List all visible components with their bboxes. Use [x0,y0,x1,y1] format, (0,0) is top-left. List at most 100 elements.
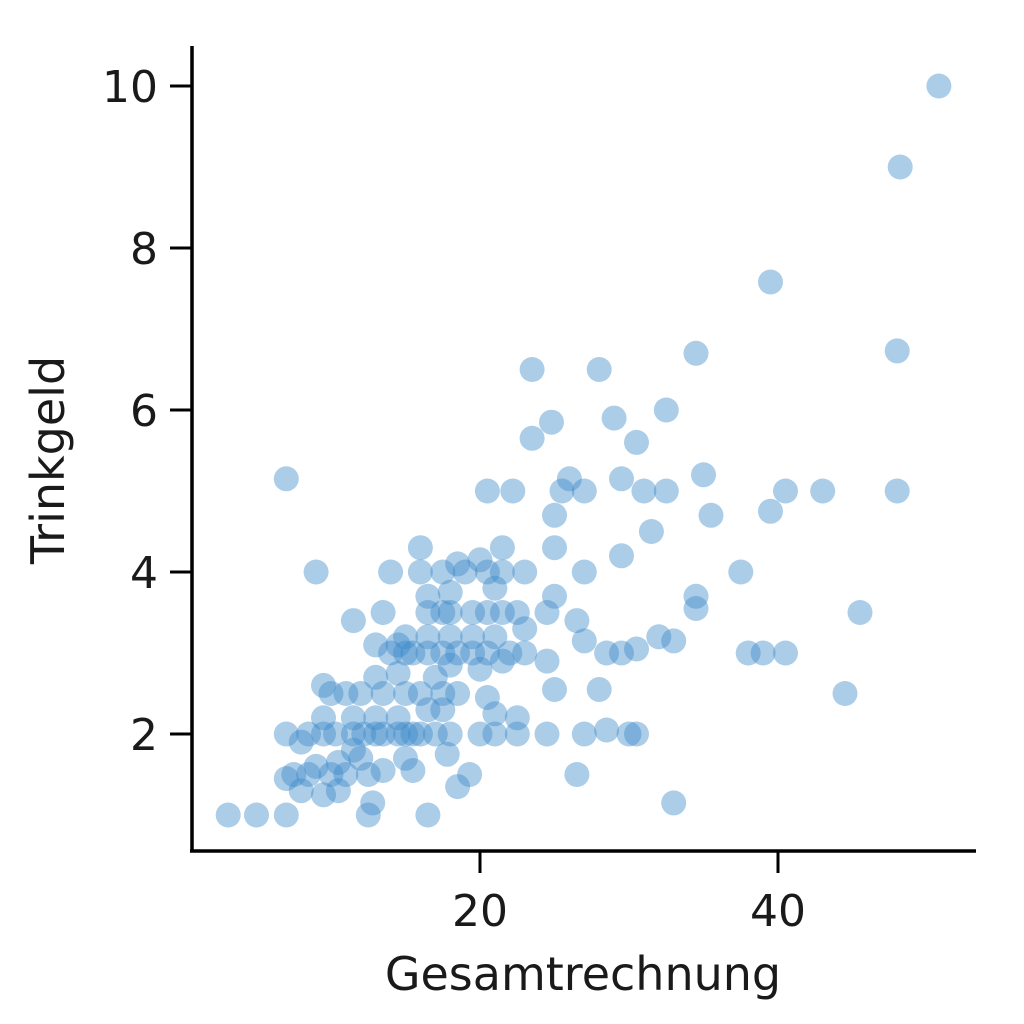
data-point [311,672,336,698]
data-point [683,583,709,609]
data-point [281,762,307,787]
data-point [415,583,441,609]
data-point [539,409,564,435]
y-tick-label-4: 4 [130,548,158,599]
data-point [735,640,761,666]
data-point [616,721,642,747]
data-point [460,624,486,650]
data-point [437,652,463,678]
data-point [415,624,441,650]
data-point [311,705,336,731]
data-point [467,656,493,682]
data-point [407,559,433,585]
data-point [556,466,582,492]
data-point [288,778,314,804]
data-point [571,559,597,585]
data-point [609,640,634,666]
data-point [624,636,649,662]
data-point [393,745,418,771]
data-point [504,600,530,625]
data-point [624,429,649,455]
data-point [564,762,590,787]
data-point [758,498,783,524]
data-point [653,397,679,423]
data-point [534,721,560,747]
data-point [393,721,418,747]
data-point [355,762,381,787]
data-point [303,559,329,585]
data-point [571,478,597,504]
data-point [887,154,913,180]
y-tick-label-6: 6 [130,386,158,437]
data-point [318,681,344,706]
data-point [457,762,483,787]
data-point [370,721,396,747]
data-point [415,697,441,723]
data-point [646,624,672,650]
data-point [482,701,508,727]
data-point [467,547,493,573]
data-point [400,758,426,783]
data-point [273,766,299,791]
data-point [370,681,396,706]
data-point [698,502,724,528]
data-point [325,749,351,775]
data-point [348,745,374,771]
data-point [571,721,597,747]
data-point [609,543,634,569]
data-point [661,628,687,654]
data-point [512,616,538,642]
data-point [430,600,456,625]
data-point [437,624,463,650]
data-point [445,640,471,666]
data-point [482,624,508,650]
y-tick-label-2: 2 [130,710,158,761]
data-point [273,802,299,828]
data-point [773,640,798,666]
data-point [333,681,359,706]
data-point [434,741,460,767]
data-point [489,535,515,561]
data-point [385,721,411,747]
data-point [519,357,545,382]
data-point [460,640,486,666]
data-point [519,425,545,451]
data-point [489,648,515,674]
data-point [385,660,411,686]
data-point [609,466,634,492]
data-point [445,551,471,577]
data-point [810,478,836,504]
data-point [542,502,567,528]
data-point [393,681,418,706]
data-point [750,640,776,666]
data-point [594,717,620,743]
data-point [542,535,567,561]
points-layer [215,73,952,828]
y-tick-label-8: 8 [130,224,158,275]
data-point [430,559,456,585]
data-point [400,640,426,666]
data-point [504,705,530,731]
data-point [385,632,411,658]
data-point [474,685,500,710]
data-point [489,600,515,625]
data-point [497,640,523,666]
data-point [303,753,329,779]
data-point [445,774,471,800]
data-point [586,677,612,702]
data-point [474,640,500,666]
data-point [653,478,679,504]
data-point [363,705,389,731]
x-tick-label-40: 40 [750,886,806,937]
data-point [422,721,448,747]
data-point [884,338,910,364]
data-point [415,600,441,625]
data-point [437,721,463,747]
data-point [370,600,396,625]
data-point [215,802,241,828]
data-point [504,721,530,747]
data-point [474,559,500,585]
data-point [437,600,463,625]
data-point [489,559,515,585]
data-point [244,802,269,828]
